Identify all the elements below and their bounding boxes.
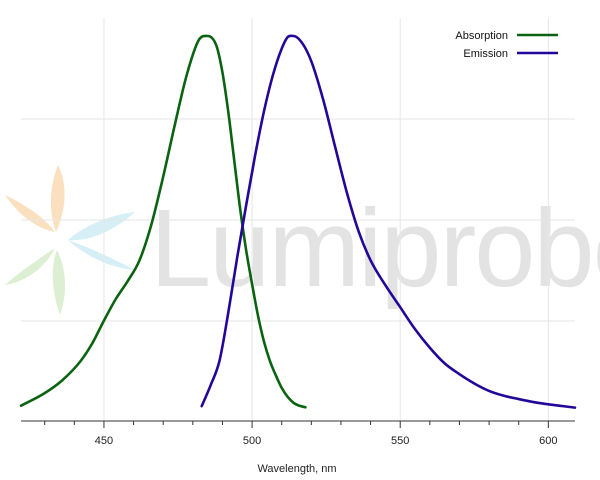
x-axis-title: Wavelength, nm	[257, 463, 336, 475]
emission-series-line	[200, 34, 577, 409]
x-tick-label-550: 550	[391, 435, 409, 447]
grid-lines	[21, 18, 575, 421]
logo-blue-petal	[68, 212, 135, 241]
x-tick-label-450: 450	[95, 435, 113, 447]
logo-orange-petal	[50, 165, 65, 232]
x-axis: 450 500 550 600	[21, 420, 575, 447]
legend: Absorption Emission	[455, 30, 558, 60]
x-tick-label-600: 600	[539, 435, 557, 447]
logo-green-petal-low	[52, 250, 66, 315]
lumiprobe-logo-mark	[5, 165, 135, 315]
logo-green-petal	[5, 248, 55, 285]
legend-label-absorption: Absorption	[455, 30, 508, 42]
series-layer	[19, 34, 577, 409]
logo-blue-petal-low	[68, 240, 135, 270]
watermark-wordmark: Lumiprobe	[150, 187, 600, 310]
x-tick-label-500: 500	[243, 435, 261, 447]
absorption-series-line	[19, 34, 307, 409]
logo-orange-petal-left	[5, 195, 55, 232]
lumiprobe-watermark: Lumiprobe	[5, 165, 600, 315]
legend-label-emission: Emission	[463, 48, 508, 60]
